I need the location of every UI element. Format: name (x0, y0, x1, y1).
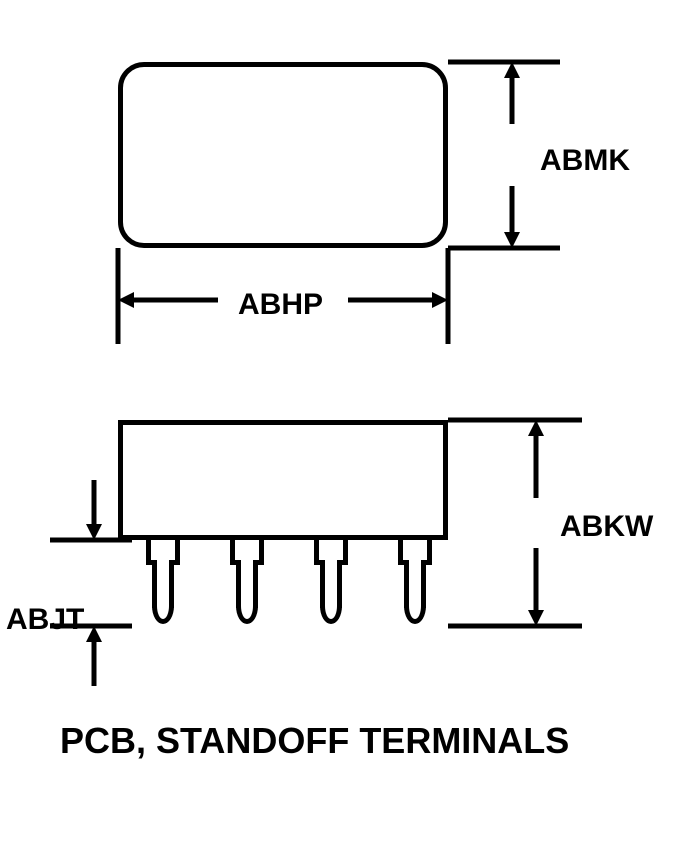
dim-label-abjt: ABJT (6, 603, 84, 637)
caption: PCB, STANDOFF TERMINALS (60, 720, 569, 762)
dim-label-abmk: ABMK (540, 144, 630, 178)
side-view-rect (118, 420, 448, 540)
dim-label-abkw: ABKW (560, 510, 653, 544)
top-view-rect (118, 62, 448, 248)
dim-label-abhp: ABHP (238, 288, 323, 322)
diagram-canvas: ABMK ABHP ABKW ABJT PCB, STANDOFF TERMIN… (0, 0, 688, 848)
